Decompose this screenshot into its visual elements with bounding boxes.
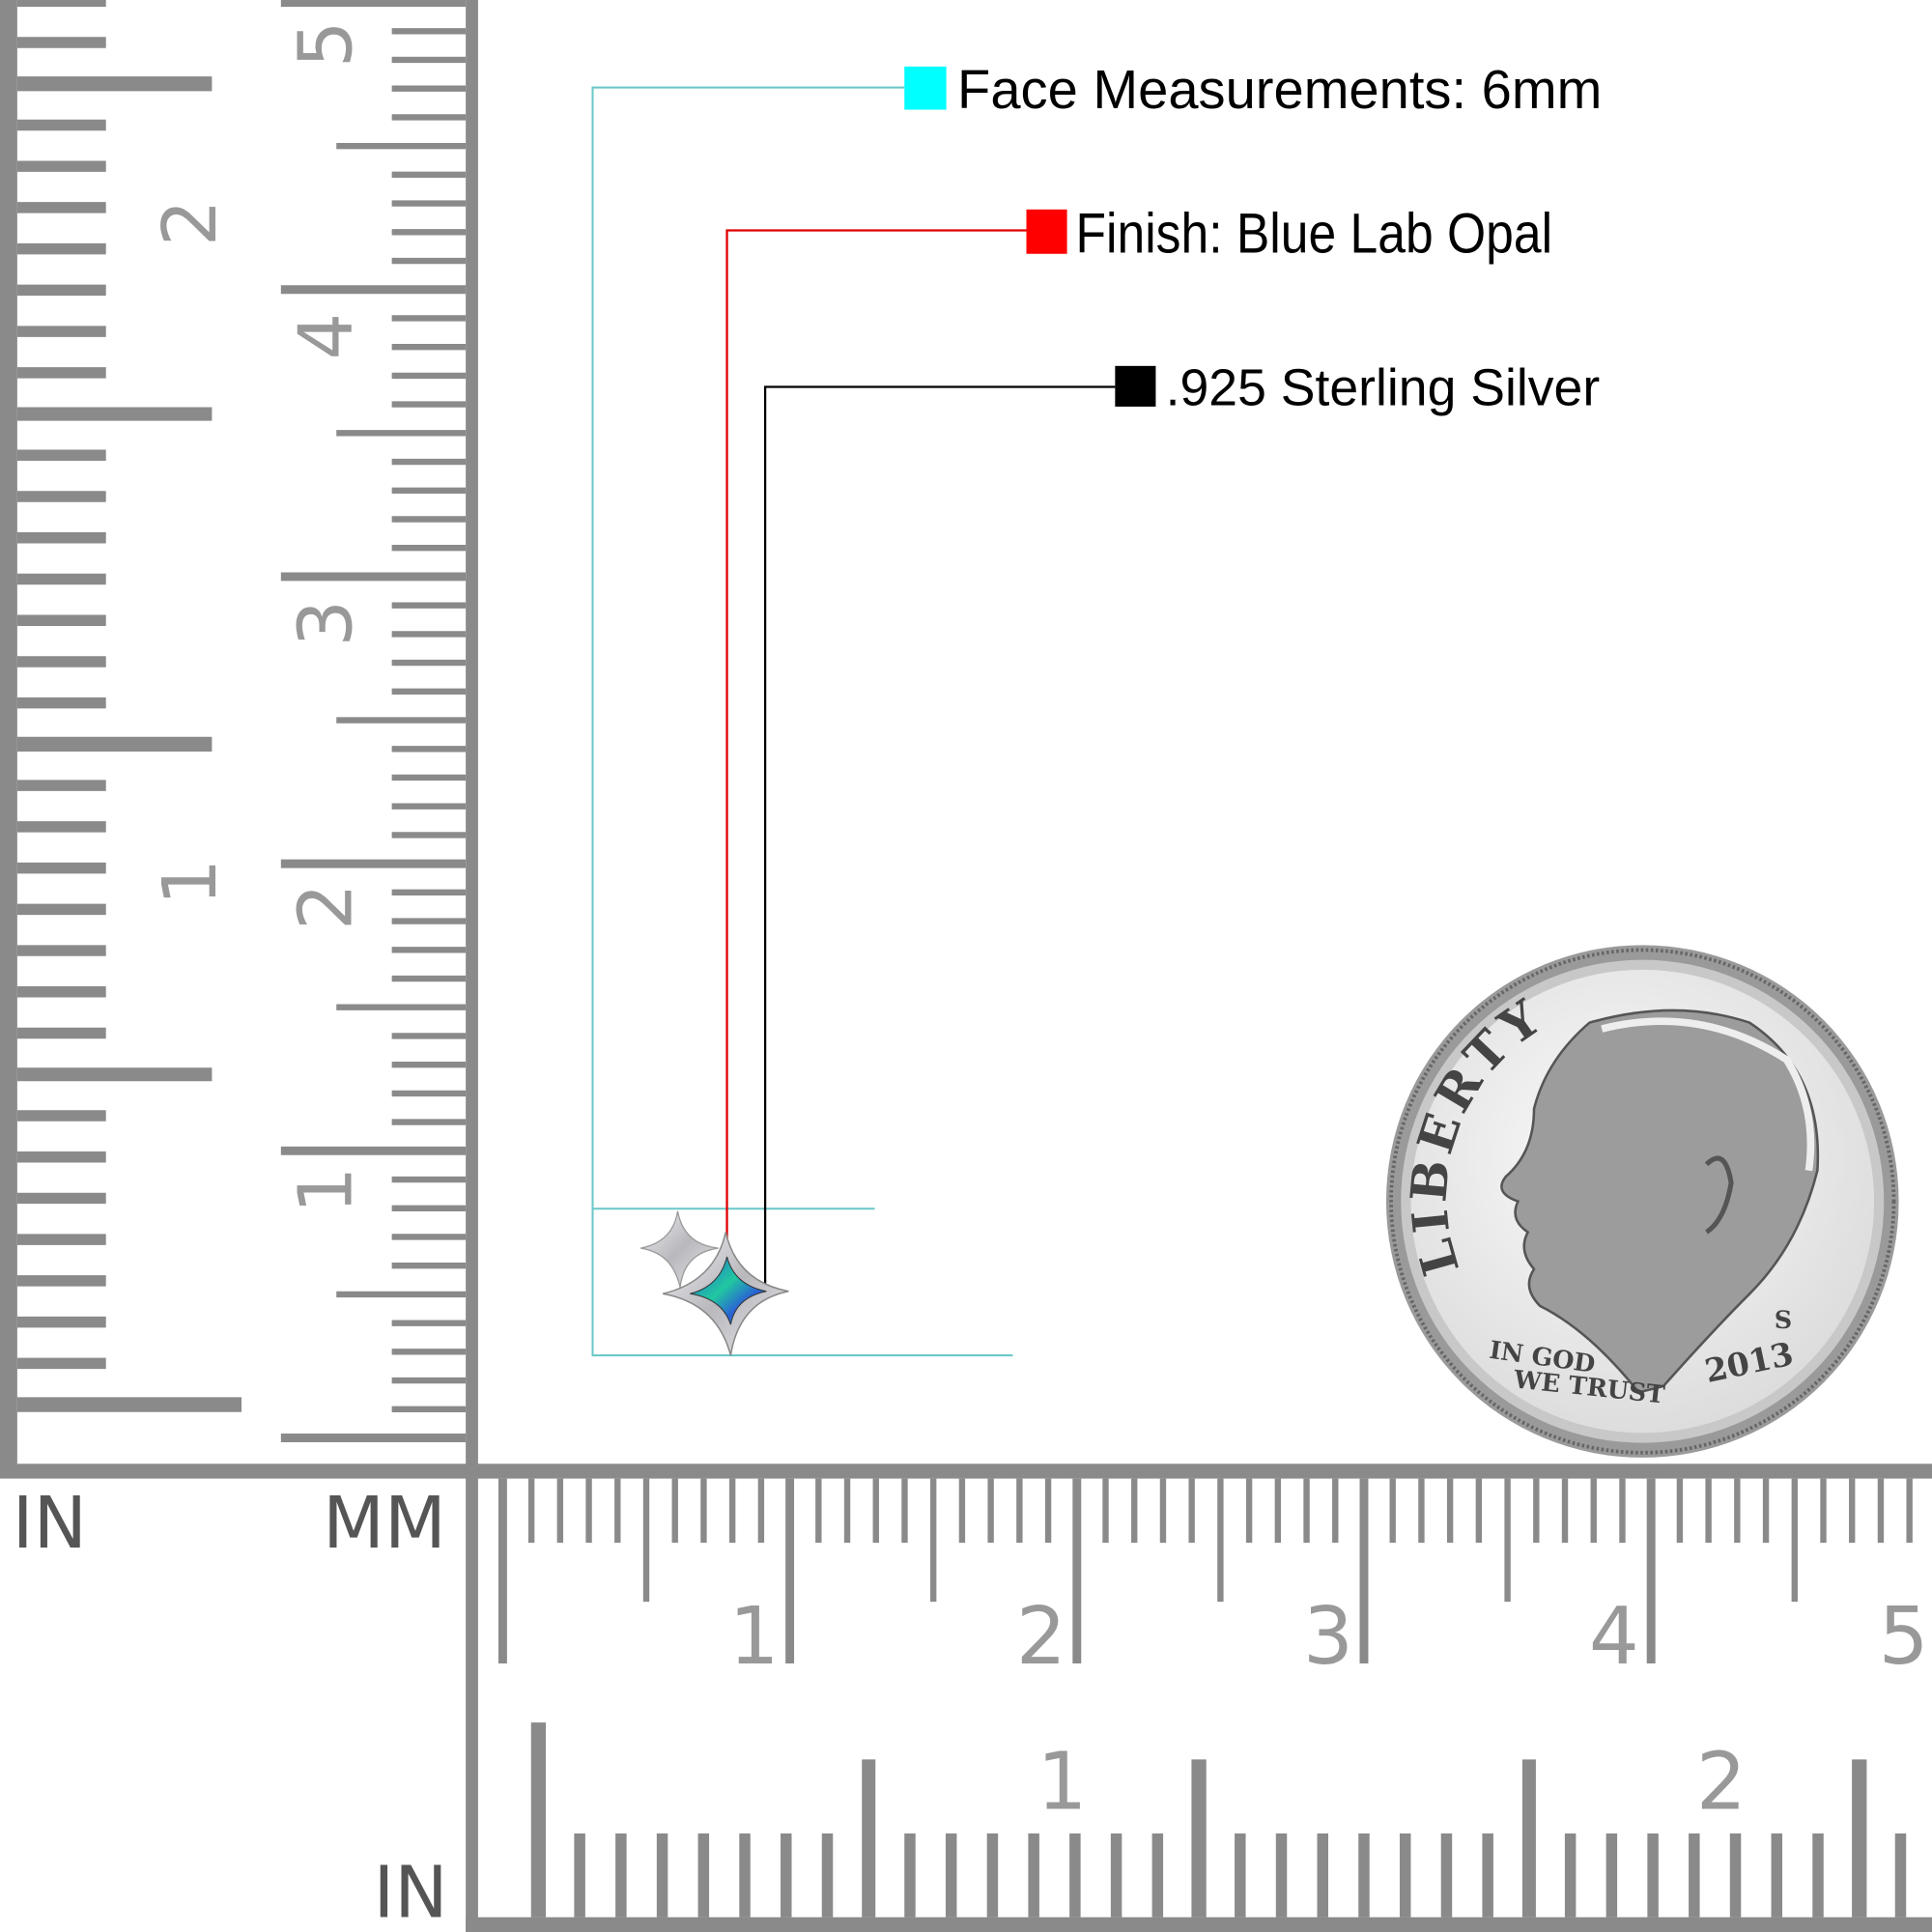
finish-leader-line — [725, 229, 1027, 1288]
finish-label: Finish: Blue Lab Opal — [1076, 201, 1553, 265]
left-mm-label-1: 1 — [284, 1167, 370, 1214]
bottom-inch-label-1: 1 — [1037, 1736, 1088, 1828]
left-mm-label-3: 3 — [284, 600, 370, 647]
face-measurement-swatch — [904, 66, 947, 110]
bottom-mm-label-5: 5 — [1879, 1591, 1929, 1683]
bottom-mm-label-1: 1 — [729, 1591, 780, 1683]
bottom-mm-label-2: 2 — [1016, 1591, 1066, 1683]
unit-label-in-bottom: IN — [373, 1852, 447, 1932]
left-mm-labels: 1 2 3 4 5 — [284, 20, 370, 1213]
star-earring-opal — [663, 1232, 789, 1356]
bottom-mm-label-3: 3 — [1303, 1591, 1353, 1683]
unit-label-in-left: IN — [13, 1482, 87, 1565]
left-inch-label-1: 1 — [148, 859, 234, 906]
left-mm-label-2: 2 — [284, 883, 370, 930]
left-mm-label-4: 4 — [284, 313, 370, 360]
metal-leader-line — [763, 385, 1116, 1288]
finish-swatch — [1026, 209, 1067, 254]
face-measurement-lines — [591, 86, 1013, 1357]
bottom-mm-labels: 1 2 3 4 5 — [729, 1591, 1929, 1683]
bottom-inch-labels: 1 2 — [1037, 1736, 1747, 1828]
metal-label: .925 Sterling Silver — [1166, 360, 1601, 417]
bottom-inch-label-2: 2 — [1696, 1736, 1747, 1828]
left-inch-labels: 1 2 — [148, 199, 234, 905]
unit-label-mm: MM — [323, 1482, 446, 1565]
ruler-ticks — [16, 0, 1913, 1918]
metal-swatch — [1115, 365, 1156, 407]
face-measurement-label: Face Measurements: 6mm — [957, 59, 1602, 120]
left-mm-label-5: 5 — [284, 20, 370, 68]
bottom-mm-label-4: 4 — [1589, 1591, 1639, 1683]
coin-mint-mark: S — [1775, 1306, 1792, 1335]
dime-coin-reference: LIBERTY IN GOD WE TRUST 2013 S — [1385, 945, 1899, 1458]
left-inch-label-2: 2 — [148, 199, 234, 246]
